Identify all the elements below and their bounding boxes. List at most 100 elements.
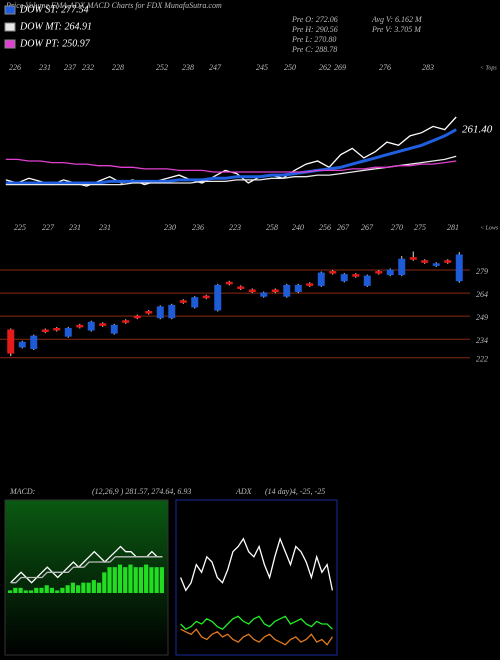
histogram-bar [112, 567, 117, 593]
candle-body [76, 324, 84, 328]
candle-body [398, 258, 406, 276]
low-label: 227 [42, 223, 55, 232]
histogram-bar [86, 582, 91, 593]
adx-subtitle: (14 day)4, -25, -25 [265, 487, 325, 496]
candle-body [156, 306, 164, 319]
candle-body [87, 321, 95, 331]
adx-title: ADX [235, 487, 253, 496]
histogram-bar [138, 567, 144, 593]
histogram-bar [117, 564, 123, 593]
histogram-bar [55, 590, 60, 593]
top-label: 283 [422, 63, 434, 72]
legend-swatch [4, 22, 16, 32]
legend-label: DOW PT: 250.97 [19, 38, 91, 49]
candle-body [214, 284, 222, 311]
legend-label: DOW MT: 264.91 [19, 21, 92, 32]
candle-body [271, 289, 279, 293]
tops-label: < Tops [480, 65, 497, 71]
candle-body [260, 292, 268, 297]
candle-body [133, 315, 141, 319]
histogram-bar [23, 590, 28, 593]
candle-body [30, 335, 38, 349]
histogram-bar [65, 585, 70, 593]
lows-label: < Lows [480, 225, 499, 231]
low-label: 270 [391, 223, 403, 232]
histogram-bar [18, 587, 23, 593]
histogram-bar [107, 567, 112, 593]
candle-body [237, 286, 245, 289]
stat: Pre V: 3.705 M [371, 25, 422, 34]
histogram-bar [96, 582, 102, 593]
top-label: 245 [256, 63, 268, 72]
adx-panel [175, 499, 338, 656]
candle-body [386, 269, 394, 276]
low-label: 225 [14, 223, 26, 232]
top-label: 247 [209, 63, 222, 72]
histogram-bar [123, 567, 128, 593]
top-label: 226 [9, 63, 21, 72]
candle-body [421, 260, 429, 263]
histogram-bar [128, 564, 133, 593]
series-line [5, 116, 457, 187]
histogram-bar [133, 567, 138, 593]
candle-body [64, 327, 72, 337]
candle-body [455, 254, 463, 282]
stat: Pre H: 290.56 [291, 25, 338, 34]
low-label: 267 [361, 223, 374, 232]
candle-body [225, 281, 233, 285]
candle-body [168, 304, 176, 319]
histogram-bar [144, 564, 149, 593]
legend-swatch [4, 39, 16, 49]
low-label: 256 [319, 223, 331, 232]
low-label: 236 [192, 223, 204, 232]
series-line [5, 158, 457, 173]
macd-title: MACD: [9, 487, 36, 496]
histogram-bar [34, 587, 39, 593]
histogram-bar [70, 582, 75, 593]
top-label: 269 [334, 63, 346, 72]
candle-body [99, 323, 107, 326]
candle-body [409, 257, 417, 260]
histogram-bar [8, 590, 13, 593]
histogram-bar [39, 587, 44, 593]
histogram-bar [60, 587, 65, 593]
annotation: 261.40 [462, 124, 493, 136]
top-label: 252 [156, 63, 168, 72]
y-tick-label: 249 [476, 313, 488, 322]
series-line [180, 628, 333, 646]
low-label: 258 [266, 223, 278, 232]
candle-body [444, 260, 452, 263]
legend-swatch [4, 5, 16, 15]
top-label: 276 [379, 63, 391, 72]
low-label: 231 [69, 223, 81, 232]
low-label: 275 [414, 223, 426, 232]
histogram-bar [102, 572, 107, 593]
y-tick-label: 222 [476, 355, 488, 364]
top-label: 250 [284, 63, 296, 72]
series-line [10, 556, 163, 584]
candle-body [7, 329, 15, 354]
candle-body [145, 311, 153, 314]
histogram-bar [159, 567, 164, 593]
stat: Pre C: 288.78 [291, 45, 337, 54]
low-label: 230 [164, 223, 176, 232]
y-tick-label: 279 [476, 267, 488, 276]
series-line [180, 615, 333, 630]
low-label: 281 [447, 223, 459, 232]
histogram-bar [44, 585, 49, 593]
candle-body [317, 272, 325, 286]
histogram-bar [91, 580, 96, 593]
candle-body [352, 274, 360, 277]
histogram-bar [28, 590, 34, 593]
legend-label: DOW ST: 277.54 [19, 4, 89, 15]
candle-body [191, 297, 199, 308]
candle-body [53, 327, 61, 331]
histogram-bar [13, 587, 18, 593]
top-label: 262 [319, 63, 331, 72]
series-line [179, 536, 334, 592]
candle-body [18, 341, 26, 348]
low-label: 267 [337, 223, 350, 232]
candle-body [375, 271, 383, 274]
